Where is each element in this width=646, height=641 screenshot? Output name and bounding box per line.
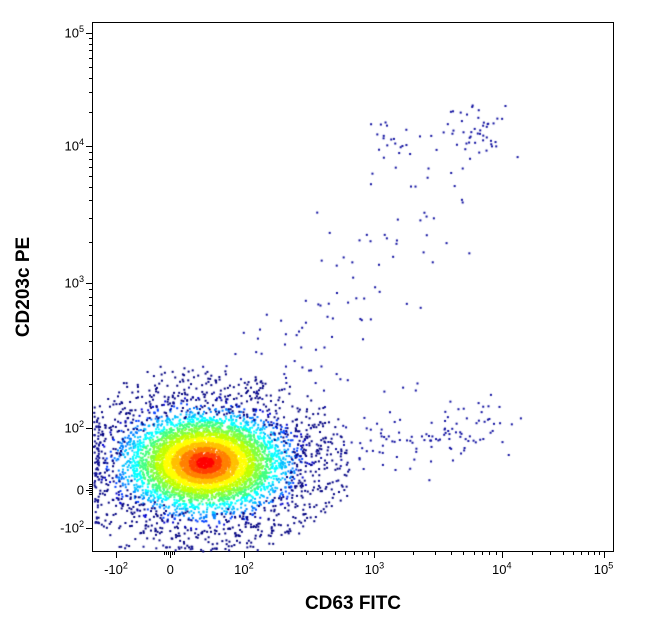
x-minor-tick [451,552,452,555]
x-minor-tick [496,552,497,555]
x-minor-tick [463,552,464,555]
y-tick-label: 0 [77,482,84,497]
x-axis-label: CD63 FITC [305,593,401,615]
y-tick [86,283,92,284]
x-minor-tick [482,552,483,555]
x-minor-tick [413,552,414,555]
y-minor-tick [89,289,92,290]
x-minor-tick [368,552,369,555]
y-minor-tick [89,187,92,188]
y-minor-tick [89,92,92,93]
x-biexp-decoration [170,552,171,555]
x-biexp-decoration [166,552,167,555]
x-minor-tick [322,552,323,555]
x-minor-tick [306,552,307,555]
x-tick [604,552,605,558]
y-minor-tick [89,167,92,168]
y-minor-tick [89,341,92,342]
y-minor-tick [89,326,92,327]
x-tick-label: 102 [234,562,254,577]
y-minor-tick [89,159,92,160]
y-minor-tick [89,305,92,306]
x-minor-tick [550,552,551,555]
x-minor-tick [563,552,564,555]
y-minor-tick [89,152,92,153]
x-tick-label: 0 [167,562,174,577]
x-minor-tick [474,552,475,555]
x-minor-tick [345,552,346,555]
y-minor-tick [89,78,92,79]
x-minor-tick [335,552,336,555]
x-tick-label: 105 [594,562,614,577]
y-biexp-decoration [89,492,92,493]
y-minor-tick [89,384,92,385]
y-minor-tick [89,242,92,243]
x-tick-label: 103 [365,562,385,577]
x-biexp-decoration [164,552,165,555]
x-tick [244,552,245,558]
x-minor-tick [588,552,589,555]
y-tick [86,33,92,34]
y-biexp-decoration [89,488,92,489]
y-biexp-decoration [89,484,92,485]
y-tick-label: -102 [60,520,84,535]
x-minor-tick [435,552,436,555]
y-axis-label: CD203c PE [13,237,35,337]
x-minor-tick [599,552,600,555]
y-tick-label: 104 [64,139,84,154]
y-minor-tick [89,112,92,113]
y-tick-label: 103 [64,275,84,290]
x-minor-tick [573,552,574,555]
y-tick [86,428,92,429]
x-minor-tick [581,552,582,555]
y-minor-tick [89,359,92,360]
x-minor-tick [354,552,355,555]
y-minor-tick [89,315,92,316]
x-tick [374,552,375,558]
y-minor-tick [89,58,92,59]
y-minor-tick [89,200,92,201]
y-minor-tick [89,44,92,45]
y-minor-tick [89,297,92,298]
y-biexp-decoration [89,494,92,495]
x-minor-tick [489,552,490,555]
x-minor-tick [362,552,363,555]
plot-area [92,22,614,552]
y-tick [86,146,92,147]
x-biexp-decoration [168,552,169,555]
y-tick-label: 102 [64,420,84,435]
flow-cytometry-plot: CD203c PE CD63 FITC -102 0 102 103 104 105 -1… [0,0,646,641]
y-minor-tick [89,50,92,51]
y-tick-label: 105 [64,25,84,40]
x-minor-tick [283,552,284,555]
y-minor-tick [89,67,92,68]
y-tick [86,528,92,529]
x-minor-tick [594,552,595,555]
y-biexp-decoration [89,490,92,491]
y-minor-tick [89,176,92,177]
x-biexp-decoration [174,552,175,555]
x-tick-label: -102 [104,562,128,577]
y-biexp-decoration [89,486,92,487]
x-tick-label: 104 [492,562,512,577]
x-tick [502,552,503,558]
x-tick [116,552,117,558]
y-minor-tick [89,218,92,219]
x-biexp-decoration [172,552,173,555]
x-minor-tick [532,552,533,555]
y-minor-tick [89,38,92,39]
scatter-points [93,23,615,553]
